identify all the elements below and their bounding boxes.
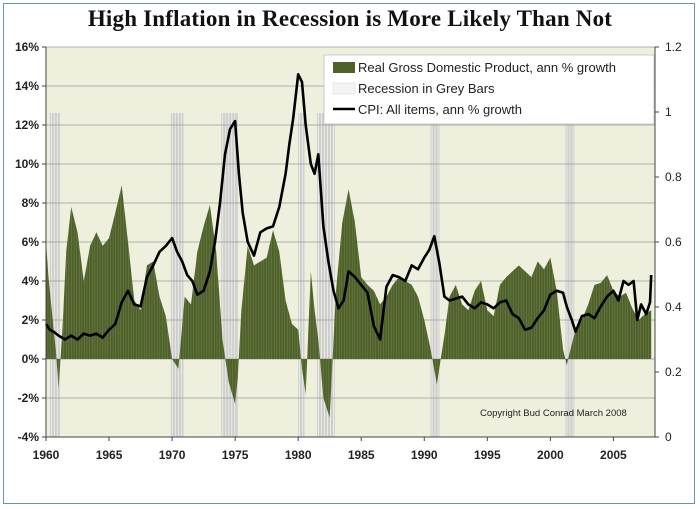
y2-tick-label: 0.2 [665,365,682,379]
y-tick-label: 14% [15,79,39,93]
legend-box [323,54,655,125]
legend-recession-label: Recession in Grey Bars [358,81,495,96]
y2-tick-label: 1.2 [665,40,682,54]
legend-gdp-swatch [333,62,355,73]
gdp-area [46,185,652,418]
recession-fill [298,113,305,437]
y2-tick-label: 1 [665,105,672,119]
y-tick-label: 16% [15,40,39,54]
cpi-line [44,73,653,341]
recession-bar [170,113,184,437]
chart-title: High Inflation in Recession is More Like… [87,6,613,31]
copyright-note: Copyright Bud Conrad March 2008 [480,408,627,419]
y-tick-label: -4% [18,430,40,444]
y-tick-label: 2% [22,313,40,327]
y-tick-label: 6% [22,235,40,249]
x-tick-label: 2000 [537,448,564,462]
x-tick-label: 1970 [159,448,186,462]
y-tick-label: -2% [18,391,40,405]
recession-bar [298,113,305,437]
recession-fill [221,113,238,437]
x-tick-label: 1995 [474,448,501,462]
axes: -4% -2% 0% 2% 4% 6% 8% 10% 12% 14% 16% 0 0.2 0.4 0.6 0.… [15,40,682,462]
recession-bar [565,113,575,437]
y2-tick-label: 0.8 [665,170,682,184]
y-tick-label: 4% [22,274,40,288]
recession-bar [221,113,238,437]
y-tick-label: 8% [22,196,40,210]
y-tick-label: 12% [15,118,39,132]
legend-cpi-label: CPI: All items, ann % growth [358,102,522,117]
y2-tick-label: 0 [665,430,672,444]
recession-bar [430,113,440,437]
x-tick-label: 1980 [285,448,312,462]
x-tick-label: 1990 [411,448,438,462]
y2-tick-label: 0.4 [665,300,682,314]
legend-recession-swatch [332,82,356,95]
y-tick-label: 0% [22,352,40,366]
legend-gdp-label: Real Gross Domestic Product, ann % growt… [358,60,616,75]
cpi-series [44,73,653,341]
y-tick-label: 10% [15,157,39,171]
x-tick-label: 1985 [348,448,375,462]
x-tick-label: 1975 [222,448,249,462]
recession-fill [49,113,60,437]
legend: Real Gross Domestic Product, ann % growt… [323,54,655,125]
x-tick-label: 1960 [33,448,60,462]
recession-bar [49,113,60,437]
x-tick-label: 2005 [600,448,627,462]
x-tick-label: 1965 [96,448,123,462]
y2-tick-label: 0.6 [665,235,682,249]
